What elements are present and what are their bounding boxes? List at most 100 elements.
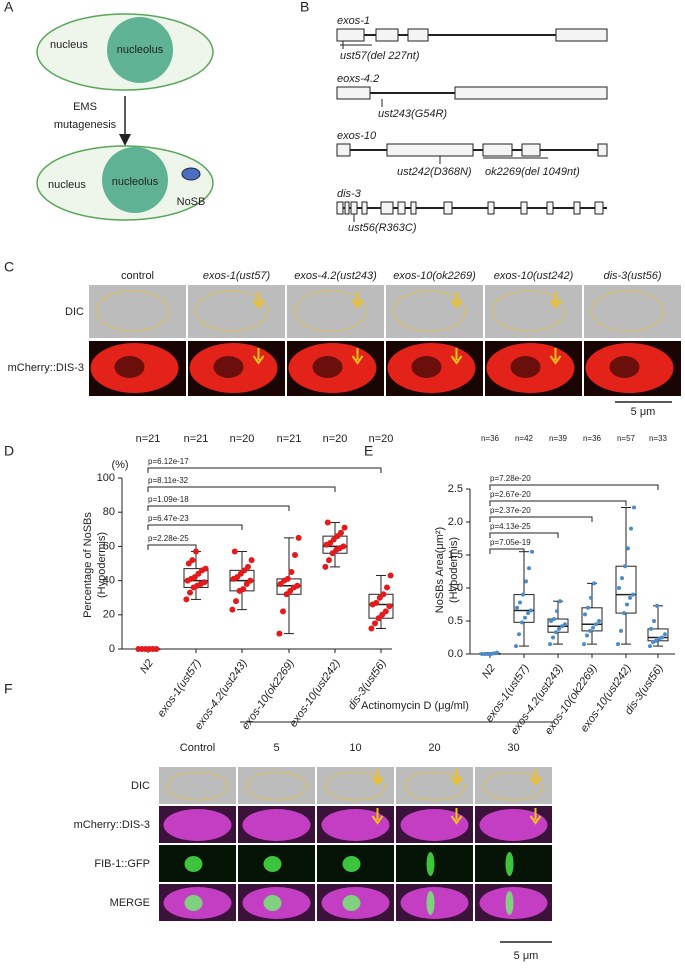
merge-gfp bbox=[505, 891, 514, 915]
arrow-head bbox=[529, 815, 542, 825]
exon bbox=[386, 143, 474, 157]
data-point bbox=[651, 640, 655, 645]
data-point bbox=[384, 584, 390, 591]
data-point bbox=[514, 644, 518, 649]
row-label: FIB-1::GFP bbox=[94, 858, 150, 870]
p-value: p=6.12e-17 bbox=[148, 457, 189, 466]
label: nucleus bbox=[48, 179, 86, 191]
data-point bbox=[617, 586, 621, 590]
data-point bbox=[341, 524, 348, 531]
data-point bbox=[554, 630, 558, 635]
mcherry-signal bbox=[400, 809, 469, 841]
n-label: n=42 bbox=[515, 434, 534, 443]
data-point bbox=[372, 620, 378, 627]
panel-label: F bbox=[4, 681, 13, 697]
group-title: Actinomycin D (μg/ml) bbox=[361, 700, 469, 712]
arrow-head bbox=[450, 299, 463, 309]
data-point bbox=[660, 635, 664, 640]
exon bbox=[375, 28, 399, 42]
column-header: 5 bbox=[273, 742, 279, 754]
n-label: n=20 bbox=[369, 433, 394, 445]
exon bbox=[594, 201, 604, 215]
data-point bbox=[592, 581, 596, 586]
significance-bracket bbox=[489, 500, 627, 506]
data-point bbox=[187, 589, 193, 596]
label: mutagenesis bbox=[54, 119, 117, 131]
data-point bbox=[294, 582, 301, 589]
y-tick-label: 1.5 bbox=[448, 549, 463, 561]
data-point bbox=[245, 563, 251, 570]
data-point bbox=[276, 630, 283, 637]
gene-name: exos-10 bbox=[337, 130, 377, 142]
arrow-head bbox=[549, 299, 562, 309]
data-point bbox=[631, 592, 635, 597]
arrow-head bbox=[371, 815, 384, 825]
p-value: p=2.37e-20 bbox=[490, 506, 531, 515]
arrow-head bbox=[529, 776, 542, 786]
n-label: n=36 bbox=[583, 434, 602, 443]
data-point bbox=[520, 620, 524, 625]
panel-label: B bbox=[300, 0, 309, 15]
y-axis-label: (Hypodermis) bbox=[448, 537, 460, 603]
data-point bbox=[284, 575, 291, 582]
data-point bbox=[594, 622, 598, 627]
p-value: p=2.67e-20 bbox=[490, 490, 531, 499]
significance-bracket bbox=[147, 486, 336, 492]
exon bbox=[336, 86, 371, 100]
nucleus-outline bbox=[167, 771, 228, 801]
data-point bbox=[527, 566, 531, 571]
data-point bbox=[288, 569, 295, 576]
arrow-head bbox=[549, 355, 562, 365]
exon bbox=[407, 28, 429, 42]
data-point bbox=[524, 579, 528, 584]
exon bbox=[454, 86, 608, 100]
data-point bbox=[380, 591, 387, 598]
exon bbox=[443, 201, 453, 215]
row-label: DIC bbox=[131, 780, 150, 792]
data-point bbox=[582, 642, 586, 647]
data-point bbox=[583, 612, 587, 617]
gfp-signal bbox=[505, 852, 514, 876]
arrow-head bbox=[450, 355, 463, 365]
nucleus-outline bbox=[96, 290, 169, 332]
data-point bbox=[201, 579, 208, 586]
exon bbox=[344, 201, 350, 215]
n-label: n=20 bbox=[230, 433, 255, 445]
data-point bbox=[518, 600, 522, 605]
data-point bbox=[649, 626, 653, 631]
exon bbox=[482, 143, 513, 157]
allele: ust242(D368N) bbox=[397, 166, 472, 178]
data-point bbox=[183, 596, 190, 603]
dic-image bbox=[396, 767, 473, 804]
data-point bbox=[663, 632, 667, 637]
exon bbox=[521, 143, 541, 157]
nucleus-outline bbox=[294, 290, 367, 332]
data-point bbox=[483, 652, 487, 656]
nucleus-outline bbox=[492, 290, 565, 332]
y-axis-label: Percentage of NoSBs bbox=[82, 512, 94, 618]
data-point bbox=[655, 603, 659, 608]
merge-gfp bbox=[426, 891, 435, 915]
nosb-shape bbox=[181, 167, 201, 181]
data-point bbox=[338, 529, 344, 536]
nucleolus-dark bbox=[312, 356, 343, 378]
nucleus-outline bbox=[393, 290, 466, 332]
data-point bbox=[373, 599, 380, 606]
n-label: n=57 bbox=[617, 434, 636, 443]
exon bbox=[410, 201, 417, 215]
mcherry-signal bbox=[321, 809, 390, 841]
significance-bracket bbox=[147, 467, 382, 473]
y-tick-label: 100 bbox=[97, 472, 115, 484]
nucleolus-dark bbox=[510, 356, 541, 378]
y-tick-label: 40 bbox=[103, 575, 115, 587]
exon bbox=[336, 201, 344, 215]
column-header: exos-10(ust242) bbox=[494, 270, 574, 282]
p-value: p=7.28e-20 bbox=[490, 474, 531, 483]
panel-label: D bbox=[4, 443, 14, 459]
data-point bbox=[628, 595, 632, 600]
nucleolus-shape bbox=[102, 147, 168, 213]
gfp-signal bbox=[263, 856, 282, 872]
data-point bbox=[480, 652, 484, 656]
data-point bbox=[548, 642, 552, 647]
